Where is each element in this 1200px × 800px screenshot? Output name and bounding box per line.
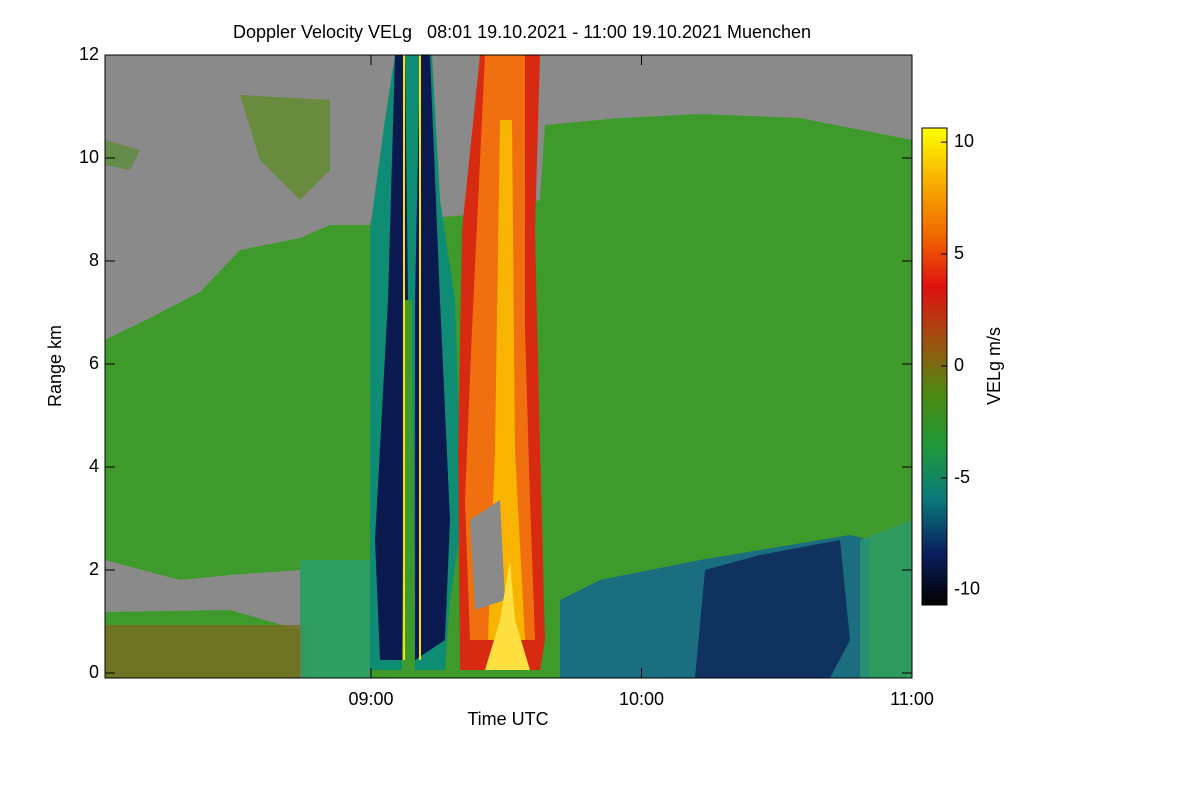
y-tick-label: 0 (89, 662, 99, 682)
plot-frame (104, 54, 913, 679)
y-tick-label: 8 (89, 250, 99, 270)
colorbar-tick-label: 0 (954, 355, 964, 375)
y-tick-label: 10 (79, 147, 99, 167)
y-tick-label: 2 (89, 559, 99, 579)
colorbar-tick-label: -10 (954, 579, 980, 599)
y-axis-label: Range km (45, 325, 65, 407)
y-tick-label: 4 (89, 456, 99, 476)
x-tick-label: 11:00 (890, 689, 934, 709)
x-axis-label: Time UTC (467, 709, 548, 729)
colorbar-tick-label: 5 (954, 243, 964, 263)
colorbar-tick-label: -5 (954, 467, 970, 487)
y-tick-label: 12 (79, 44, 99, 64)
x-tick-label: 09:00 (348, 689, 393, 709)
colorbar-tick-label: 10 (954, 131, 974, 151)
heatmap-image (105, 55, 912, 678)
chart-title: Doppler Velocity VELg 08:01 19.10.2021 -… (233, 22, 811, 42)
x-tick-label: 10:00 (619, 689, 664, 709)
colorbar-label: VELg m/s (984, 327, 1004, 405)
y-tick-label: 6 (89, 353, 99, 373)
